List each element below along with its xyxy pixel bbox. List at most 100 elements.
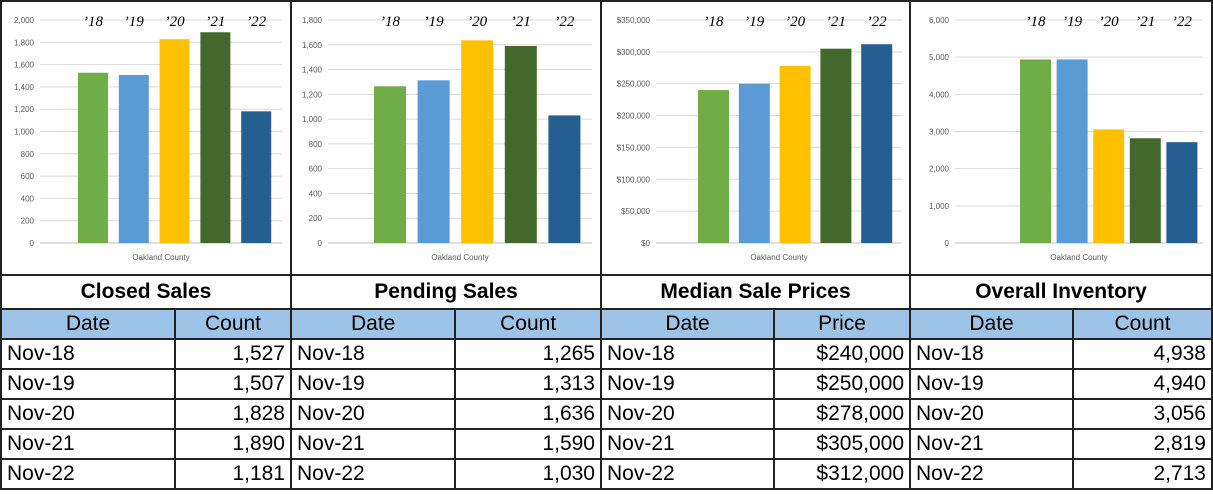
date-column-header: Date xyxy=(599,308,776,340)
bar xyxy=(1056,59,1088,243)
date-cell: Nov-21 xyxy=(289,428,457,460)
overall-inventory-chart: 0 1,000 2,000 3,000 4,000 5,000 6,000 ’18 ’19 ’20… xyxy=(909,0,1213,276)
date-cell: Nov-22 xyxy=(908,458,1075,490)
closed-sales-table: Date Count Nov-18 1,527 Nov-19 1,507 Nov-2… xyxy=(0,308,292,490)
table-header-row: Date Price xyxy=(599,308,911,340)
year-label: ’21 xyxy=(511,14,531,30)
bar xyxy=(1129,138,1161,243)
table-row: Nov-19 $250,000 xyxy=(599,368,911,400)
y-tick-label: 1,400 xyxy=(302,66,323,75)
bar xyxy=(118,74,149,243)
table-row: Nov-20 3,056 xyxy=(908,398,1213,430)
y-tick-label: $150,000 xyxy=(617,143,651,152)
date-cell: Nov-19 xyxy=(908,368,1075,400)
bar xyxy=(548,115,581,243)
bar xyxy=(504,46,537,244)
date-cell: Nov-18 xyxy=(289,338,457,370)
table-row: Nov-19 1,507 xyxy=(0,368,292,400)
table-row: Nov-22 2,713 xyxy=(908,458,1213,490)
value-cell: 1,527 xyxy=(174,338,292,370)
value-cell: $250,000 xyxy=(773,368,911,400)
price-column-header: Price xyxy=(773,308,911,340)
bar xyxy=(698,90,729,243)
year-label: ’18 xyxy=(1026,14,1046,30)
year-label: ’21 xyxy=(1135,14,1155,30)
y-tick-label: 0 xyxy=(945,239,950,248)
year-label: ’20 xyxy=(785,14,805,30)
table-row: Nov-18 1,265 xyxy=(289,338,602,370)
overall-inventory-table: Date Count Nov-18 4,938 Nov-19 4,940 Nov-2… xyxy=(908,308,1213,490)
y-tick-label: 600 xyxy=(309,165,323,174)
value-cell: 4,938 xyxy=(1072,338,1213,370)
median-sale-prices-panel: $0 $50,000 $100,000 $150,000 $200,000 $250,00… xyxy=(599,0,911,494)
pending-sales-chart-svg: 0 200 400 600 800 1,000 1,200 1,400 1,600 1,800 ’1… xyxy=(302,14,592,262)
y-tick-label: $350,000 xyxy=(617,16,651,25)
bar xyxy=(374,86,406,244)
value-cell: 1,828 xyxy=(174,398,292,430)
year-label: ’20 xyxy=(467,14,487,30)
bar xyxy=(1166,142,1198,243)
year-label: ’20 xyxy=(1099,14,1119,30)
date-cell: Nov-22 xyxy=(289,458,457,490)
y-tick-label: 6,000 xyxy=(929,16,950,25)
table-row: Nov-18 4,938 xyxy=(908,338,1213,370)
bar xyxy=(820,48,852,243)
date-cell: Nov-18 xyxy=(0,338,176,370)
bar xyxy=(200,32,231,243)
bar xyxy=(461,40,494,243)
y-tick-label: 200 xyxy=(21,217,35,226)
value-cell: 1,265 xyxy=(454,338,602,370)
date-cell: Nov-22 xyxy=(0,458,176,490)
bar xyxy=(1020,59,1051,243)
y-tick-label: 1,200 xyxy=(302,90,323,99)
table-row: Nov-22 1,030 xyxy=(289,458,602,490)
table-row: Nov-18 $240,000 xyxy=(599,338,911,370)
y-tick-label: 200 xyxy=(309,214,323,223)
x-category-label: Oakland County xyxy=(1050,253,1107,262)
y-tick-label: $50,000 xyxy=(621,207,650,216)
table-row: Nov-21 1,590 xyxy=(289,428,602,460)
y-tick-label: $200,000 xyxy=(617,112,651,121)
y-tick-label: 0 xyxy=(30,239,35,248)
table-row: Nov-20 1,636 xyxy=(289,398,602,430)
value-cell: 1,313 xyxy=(454,368,602,400)
bar xyxy=(78,72,108,243)
bar xyxy=(779,65,811,243)
value-cell: 1,507 xyxy=(174,368,292,400)
year-label: ’20 xyxy=(165,14,185,30)
date-cell: Nov-20 xyxy=(289,398,457,430)
y-tick-label: 1,400 xyxy=(14,83,35,92)
table-row: Nov-22 $312,000 xyxy=(599,458,911,490)
x-category-label: Oakland County xyxy=(750,253,807,262)
x-category-label: Oakland County xyxy=(431,253,488,262)
y-tick-label: 0 xyxy=(318,239,323,248)
table-row: Nov-21 $305,000 xyxy=(599,428,911,460)
year-label: ’19 xyxy=(124,14,144,30)
date-column-header: Date xyxy=(0,308,176,340)
value-cell: 2,713 xyxy=(1072,458,1213,490)
closed-sales-chart-svg: 0 200 400 600 800 1,000 1,200 1,400 1,600 1,800 2,… xyxy=(14,14,282,262)
year-label: ’18 xyxy=(380,14,400,30)
table-row: Nov-18 1,527 xyxy=(0,338,292,370)
y-tick-label: $0 xyxy=(641,239,650,248)
year-label: ’21 xyxy=(826,14,846,30)
median-sale-prices-table: Date Price Nov-18 $240,000 Nov-19 $250,000… xyxy=(599,308,911,490)
table-row: Nov-21 2,819 xyxy=(908,428,1213,460)
date-cell: Nov-20 xyxy=(599,398,776,430)
y-tick-label: 1,000 xyxy=(929,202,950,211)
y-tick-label: 1,600 xyxy=(302,41,323,50)
y-tick-label: 1,000 xyxy=(302,115,323,124)
year-label: ’19 xyxy=(744,14,764,30)
date-column-header: Date xyxy=(289,308,457,340)
overall-inventory-chart-svg: 0 1,000 2,000 3,000 4,000 5,000 6,000 ’18 ’19 ’20… xyxy=(929,14,1203,262)
count-column-header: Count xyxy=(454,308,602,340)
y-tick-label: 1,800 xyxy=(302,16,323,25)
year-label: ’19 xyxy=(1062,14,1082,30)
value-cell: 1,890 xyxy=(174,428,292,460)
year-label: ’22 xyxy=(246,14,266,30)
date-cell: Nov-19 xyxy=(289,368,457,400)
overall-inventory-title: Overall Inventory xyxy=(909,276,1213,308)
y-tick-label: $100,000 xyxy=(617,175,651,184)
table-row: Nov-19 1,313 xyxy=(289,368,602,400)
